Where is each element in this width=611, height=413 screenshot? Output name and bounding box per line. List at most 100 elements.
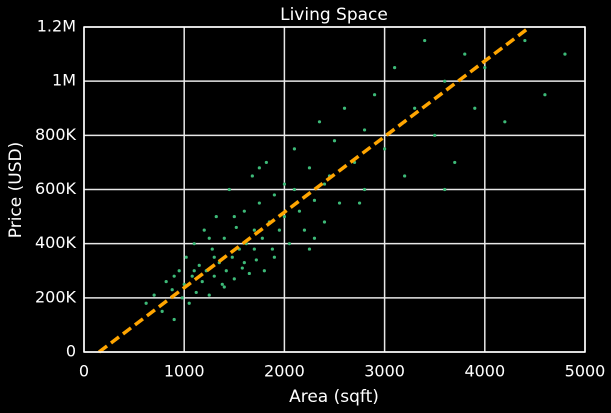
point	[172, 317, 176, 322]
x-tick-label: 4000	[464, 362, 505, 381]
point	[224, 269, 228, 273]
point	[383, 147, 387, 151]
point	[230, 255, 234, 259]
point	[257, 166, 261, 170]
chart-title: Living Space	[280, 5, 388, 25]
point	[322, 220, 327, 224]
x-tick-label: 0	[79, 362, 89, 381]
point	[272, 255, 276, 259]
y-axis-label: Price (USD)	[6, 142, 26, 238]
point	[234, 225, 238, 230]
point	[292, 187, 297, 192]
point	[152, 293, 156, 297]
point	[433, 133, 437, 137]
point	[307, 166, 312, 170]
point	[247, 271, 251, 276]
point	[242, 261, 246, 265]
point	[270, 247, 274, 251]
point	[292, 147, 297, 151]
point	[342, 106, 347, 110]
y-tick-label: 200K	[35, 287, 77, 306]
point	[160, 309, 164, 313]
point	[202, 228, 206, 232]
point	[192, 242, 196, 246]
point	[463, 52, 467, 56]
point	[453, 160, 457, 165]
y-tick-label: 0	[66, 342, 76, 361]
point	[523, 38, 527, 43]
point	[252, 228, 256, 232]
point	[187, 301, 191, 305]
point	[197, 263, 201, 267]
point	[194, 290, 198, 295]
point	[164, 279, 168, 284]
point	[220, 282, 224, 286]
point	[317, 120, 322, 124]
y-tick-label: 1M	[52, 71, 76, 90]
point	[227, 187, 231, 192]
point	[260, 236, 264, 240]
point	[297, 209, 302, 213]
point	[262, 269, 266, 273]
x-axis-label: Area (sqft)	[289, 387, 379, 407]
point	[302, 228, 307, 232]
point	[543, 93, 547, 97]
point	[403, 174, 407, 178]
point	[483, 66, 487, 70]
point	[563, 52, 567, 56]
point	[287, 242, 292, 246]
point	[264, 160, 268, 165]
point	[282, 182, 286, 186]
point	[473, 106, 477, 110]
point	[322, 182, 327, 186]
point	[252, 247, 256, 251]
point	[214, 214, 218, 219]
point	[332, 139, 337, 143]
y-tick-label: 600K	[35, 179, 77, 198]
point	[177, 269, 181, 273]
point	[393, 66, 397, 70]
point	[184, 255, 188, 259]
point	[357, 201, 362, 205]
point	[232, 277, 236, 281]
point	[503, 120, 507, 124]
x-tick-label: 2000	[264, 362, 305, 381]
point	[372, 93, 377, 97]
point	[242, 209, 246, 213]
point	[443, 187, 447, 192]
point	[207, 236, 211, 240]
y-tick-label: 800K	[35, 125, 77, 144]
point	[362, 128, 367, 132]
x-tick-label: 5000	[565, 362, 606, 381]
point	[210, 247, 214, 251]
point	[254, 258, 258, 262]
point	[207, 293, 211, 297]
point	[212, 255, 216, 259]
point	[222, 236, 226, 240]
point	[192, 269, 196, 273]
y-tick-label: 1.2M	[37, 17, 76, 36]
point	[362, 187, 367, 192]
point	[312, 236, 317, 240]
point	[222, 285, 226, 289]
point	[443, 79, 447, 83]
point	[337, 201, 342, 205]
point	[170, 288, 174, 292]
point	[250, 174, 254, 178]
point	[190, 274, 194, 278]
point	[180, 296, 184, 300]
x-tick-label: 1000	[164, 362, 205, 381]
point	[312, 198, 317, 202]
point	[272, 193, 276, 197]
point	[307, 247, 312, 251]
point	[212, 274, 216, 278]
plot-frame	[83, 26, 586, 353]
point	[423, 38, 427, 43]
point	[257, 201, 261, 205]
point	[144, 301, 148, 305]
x-tick-label: 3000	[364, 362, 405, 381]
point	[200, 279, 204, 284]
point	[232, 214, 236, 219]
